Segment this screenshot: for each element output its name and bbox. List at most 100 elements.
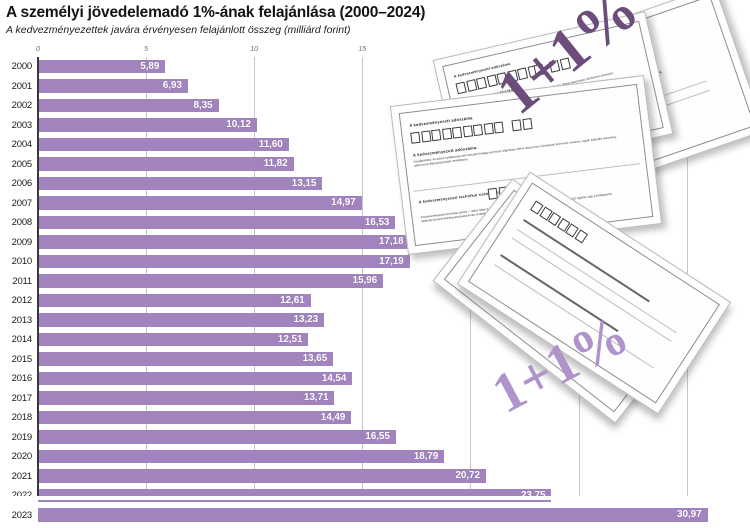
bar-row[interactable]: 2023 30,97 [0, 508, 750, 528]
bar-row[interactable]: 2000 5,89 [0, 59, 750, 80]
bar-2016[interactable] [38, 371, 353, 385]
bar-2023[interactable] [38, 508, 708, 522]
year-label-2016: 2016 [11, 373, 33, 385]
bar-row[interactable]: 2002 8,35 [0, 98, 750, 119]
x-tick-label-0: 0 [36, 46, 40, 53]
bar-value-label-2006: 13,15 [291, 177, 317, 189]
x-tick-label-10: 10 [250, 46, 259, 53]
bar-value-label-2015: 13,65 [302, 353, 328, 365]
bar-row[interactable]: 2007 14,97 [0, 196, 750, 216]
bar-value-label-2021: 20,72 [455, 470, 480, 482]
year-label-2003: 2003 [11, 119, 33, 131]
bar-row[interactable]: 2016 14,54 [0, 371, 750, 392]
bar-value-label-2022: 23,75 [521, 490, 546, 501]
bar-2020[interactable] [38, 449, 445, 463]
bar-value-label-2012: 12,61 [280, 294, 305, 306]
year-label-2019: 2019 [11, 431, 33, 443]
bar-value-label-2000: 5,89 [140, 60, 160, 72]
year-label-2022: 2022 [0, 490, 33, 501]
year-label-2012: 2012 [11, 295, 33, 307]
bar-value-label-2010: 17,19 [379, 255, 404, 267]
bar-row[interactable]: 2013 13,23 [0, 313, 750, 333]
bar-row[interactable]: 2020 18,79 [0, 449, 750, 470]
year-label-2015: 2015 [11, 353, 33, 365]
bar-chart: 0 5 10 15 2000 5,89 2001 6,93 2002 8,35 2003 10,12… [0, 46, 750, 522]
bar-2004[interactable] [38, 137, 289, 151]
bar-2019[interactable] [38, 430, 396, 444]
bar-value-label-2019: 16,55 [365, 431, 390, 443]
bar-row[interactable]: 2001 6,93 [0, 79, 750, 99]
year-label-2020: 2020 [11, 451, 33, 463]
bar-2021[interactable] [38, 469, 486, 483]
year-label-2010: 2010 [11, 256, 33, 268]
bar-value-label-2001: 6,93 [162, 80, 182, 92]
bar-row[interactable]: 2017 13,71 [0, 391, 750, 411]
year-label-2001: 2001 [11, 80, 33, 92]
bar-row[interactable]: 2003 10,12 [0, 118, 750, 138]
bar-value-label-2007: 14,97 [331, 197, 356, 209]
year-label-2017: 2017 [11, 392, 33, 404]
chart-header: A személyi jövedelemadó 1%-ának felajánl… [6, 4, 646, 37]
year-label-2018: 2018 [11, 412, 33, 424]
year-label-2004: 2004 [11, 139, 33, 151]
bar-2011[interactable] [38, 274, 384, 288]
bar-value-label-2017: 13,71 [303, 392, 329, 404]
bar-2018[interactable] [38, 410, 352, 424]
bar-2003[interactable] [38, 118, 257, 132]
bar-value-label-2002: 8,35 [193, 99, 213, 111]
bottom-crop-edge [0, 496, 750, 500]
bar-2012[interactable] [38, 293, 311, 307]
bar-row[interactable]: 2021 20,72 [0, 469, 750, 489]
bar-2000[interactable] [38, 59, 166, 73]
bar-row[interactable]: 2004 11,60 [0, 137, 750, 158]
bar-2006[interactable] [38, 176, 323, 190]
year-label-2006: 2006 [11, 178, 33, 190]
x-tick-label-15: 15 [358, 46, 367, 53]
bar-value-label-2013: 13,23 [293, 314, 319, 326]
bar-value-label-2011: 15,96 [352, 275, 378, 287]
bar-value-label-2005: 11,82 [263, 158, 288, 170]
bar-2002[interactable] [38, 98, 219, 112]
bar-2001[interactable] [38, 79, 188, 93]
bar-row[interactable]: 2010 17,19 [0, 254, 750, 275]
bar-row[interactable]: 2008 16,53 [0, 215, 750, 236]
chart-subtitle: A kedvezményezettek javára érvényesen fe… [6, 24, 351, 36]
bar-value-label-2018: 14,49 [320, 411, 346, 423]
bar-2015[interactable] [38, 352, 334, 366]
bar-row[interactable]: 2018 14,49 [0, 410, 750, 431]
year-label-2014: 2014 [11, 334, 33, 346]
year-label-2021: 2021 [11, 470, 33, 482]
bar-value-label-2004: 11,60 [258, 138, 283, 150]
bar-row[interactable]: 2006 13,15 [0, 176, 750, 197]
year-label-2000: 2000 [11, 61, 33, 73]
bar-value-label-2020: 18,79 [413, 450, 439, 462]
bar-row[interactable]: 2009 17,18 [0, 235, 750, 255]
bar-2005[interactable] [38, 157, 294, 171]
bar-row[interactable]: 2014 12,51 [0, 332, 750, 353]
bar-row[interactable]: 2015 13,65 [0, 352, 750, 372]
bar-2007[interactable] [38, 196, 362, 210]
bar-row[interactable]: 2012 12,61 [0, 293, 750, 314]
year-label-2002: 2002 [11, 100, 33, 112]
bar-value-label-2014: 12,51 [277, 333, 303, 345]
bar-row[interactable]: 2019 16,55 [0, 430, 750, 450]
bar-value-label-2009: 17,18 [378, 236, 404, 248]
x-axis-tick-labels: 0 5 10 15 [0, 46, 750, 58]
year-label-2009: 2009 [11, 236, 33, 248]
x-tick-label-5: 5 [144, 46, 149, 53]
bar-2013[interactable] [38, 313, 325, 327]
bar-2010[interactable] [38, 254, 410, 268]
bar-2009[interactable] [38, 235, 410, 249]
year-label-2008: 2008 [11, 217, 33, 229]
bar-value-label-2003: 10,12 [226, 119, 251, 131]
page-title: A személyi jövedelemadó 1%-ának felajánl… [6, 4, 426, 21]
bar-2008[interactable] [38, 215, 396, 229]
year-label-2005: 2005 [11, 158, 33, 170]
bar-2014[interactable] [38, 332, 309, 346]
y-axis-line [37, 57, 39, 500]
year-label-2011: 2011 [12, 275, 32, 287]
bar-row[interactable]: 2011 15,96 [0, 274, 750, 294]
bar-rows: 2000 5,89 2001 6,93 2002 8,35 2003 10,12 2004 11,… [0, 57, 750, 522]
bar-2017[interactable] [38, 391, 335, 405]
bar-row[interactable]: 2005 11,82 [0, 157, 750, 177]
